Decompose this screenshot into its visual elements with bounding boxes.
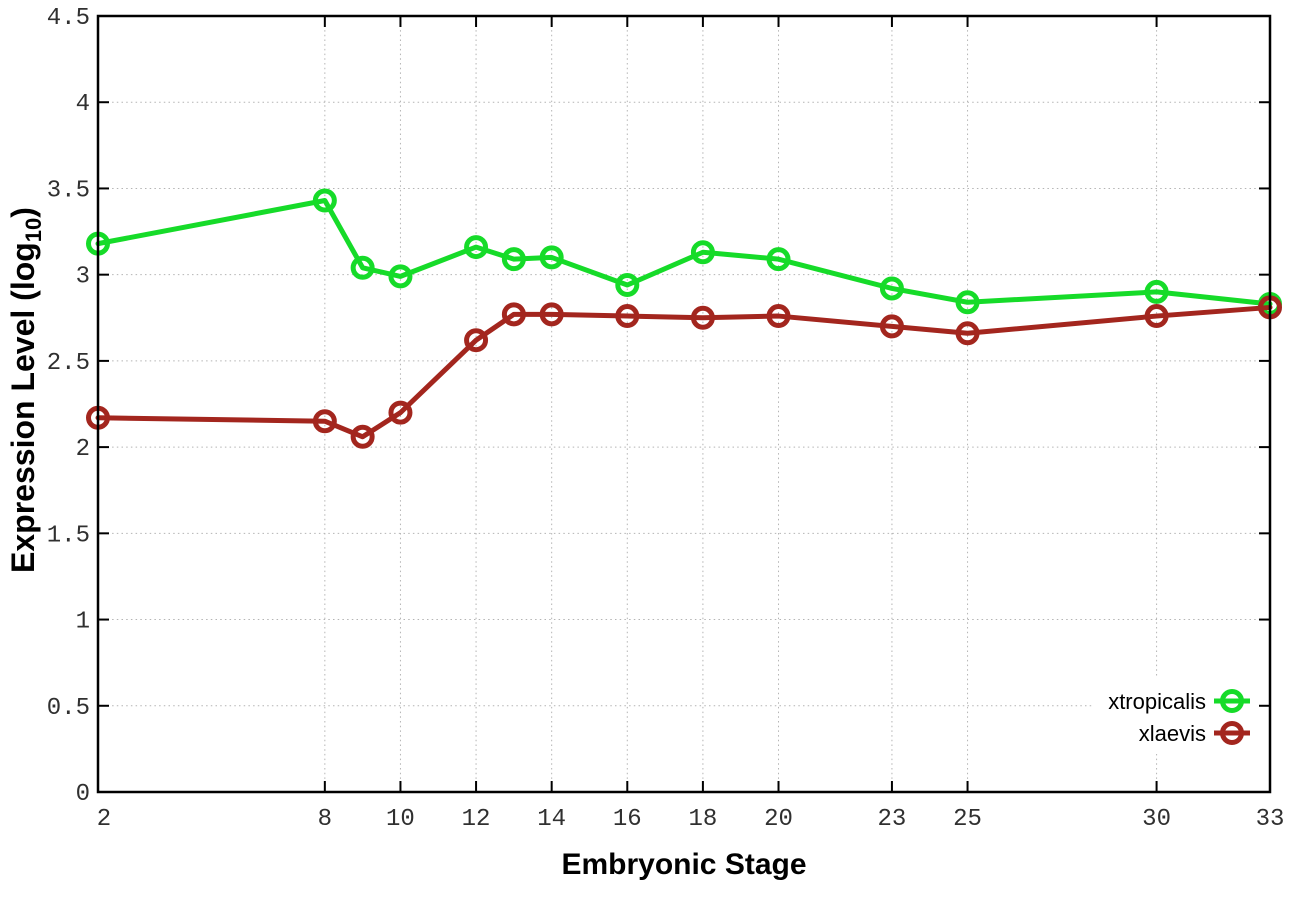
- data-point-xtropicalis: [464, 235, 489, 260]
- series-line-xlaevis: [95, 304, 1273, 440]
- data-point-xlaevis: [464, 328, 489, 353]
- data-point-xtropicalis: [955, 290, 980, 315]
- data-point-xlaevis: [388, 400, 413, 425]
- data-point-xlaevis: [879, 314, 904, 339]
- y-tick-label: 4.5: [47, 5, 90, 32]
- y-tick-label: 3: [76, 264, 90, 291]
- x-tick-label: 18: [688, 806, 717, 833]
- legend-marker-xlaevis: [1220, 721, 1244, 745]
- legend-marker-xtropicalis: [1220, 689, 1244, 713]
- y-tick-label: 1.5: [47, 522, 90, 549]
- y-tick-label: 2.5: [47, 350, 90, 377]
- data-point-xtropicalis: [690, 240, 715, 265]
- x-tick-label: 12: [462, 806, 491, 833]
- x-tick-label: 10: [386, 806, 415, 833]
- plot-border: [96, 14, 1272, 794]
- data-point-xtropicalis: [312, 188, 337, 213]
- x-tick-label: 25: [953, 806, 982, 833]
- data-point-xtropicalis: [879, 276, 904, 301]
- y-tick-label: 1: [76, 609, 90, 636]
- data-point-xtropicalis: [501, 247, 526, 272]
- data-point-xtropicalis: [1144, 279, 1169, 304]
- legend-label-xlaevis: xlaevis: [1139, 721, 1206, 746]
- x-tick-label: 20: [764, 806, 793, 833]
- x-tick-label: 30: [1142, 806, 1171, 833]
- data-point-xlaevis: [312, 409, 337, 434]
- x-tick-label: 33: [1256, 806, 1285, 833]
- data-point-xlaevis: [766, 304, 791, 329]
- data-point-xtropicalis: [350, 255, 375, 280]
- x-tick-label: 14: [537, 806, 566, 833]
- y-tick-label: 3.5: [47, 177, 90, 204]
- data-point-xlaevis: [955, 321, 980, 346]
- data-point-xlaevis: [615, 304, 640, 329]
- data-point-xlaevis: [690, 305, 715, 330]
- data-point-xlaevis: [350, 424, 375, 449]
- x-tick-label: 8: [318, 806, 332, 833]
- y-tick-label: 2: [76, 436, 90, 463]
- y-tick-label: 0: [76, 781, 90, 808]
- x-tick-label: 2: [97, 806, 111, 833]
- y-tick-label: 4: [76, 91, 90, 118]
- data-point-xlaevis: [539, 302, 564, 327]
- data-point-xtropicalis: [766, 247, 791, 272]
- data-point-xtropicalis: [539, 245, 564, 270]
- series-line-xtropicalis: [95, 198, 1273, 307]
- y-tick-label: 0.5: [47, 695, 90, 722]
- x-tick-label: 23: [878, 806, 907, 833]
- x-axis-title: Embryonic Stage: [561, 848, 806, 881]
- data-point-xlaevis: [501, 302, 526, 327]
- y-axis-title: Expression Level (log10): [5, 207, 46, 573]
- data-point-xtropicalis: [388, 264, 413, 289]
- data-point-xtropicalis: [615, 273, 640, 298]
- legend-label-xtropicalis: xtropicalis: [1108, 689, 1206, 714]
- data-point-xlaevis: [1144, 304, 1169, 329]
- x-tick-label: 16: [613, 806, 642, 833]
